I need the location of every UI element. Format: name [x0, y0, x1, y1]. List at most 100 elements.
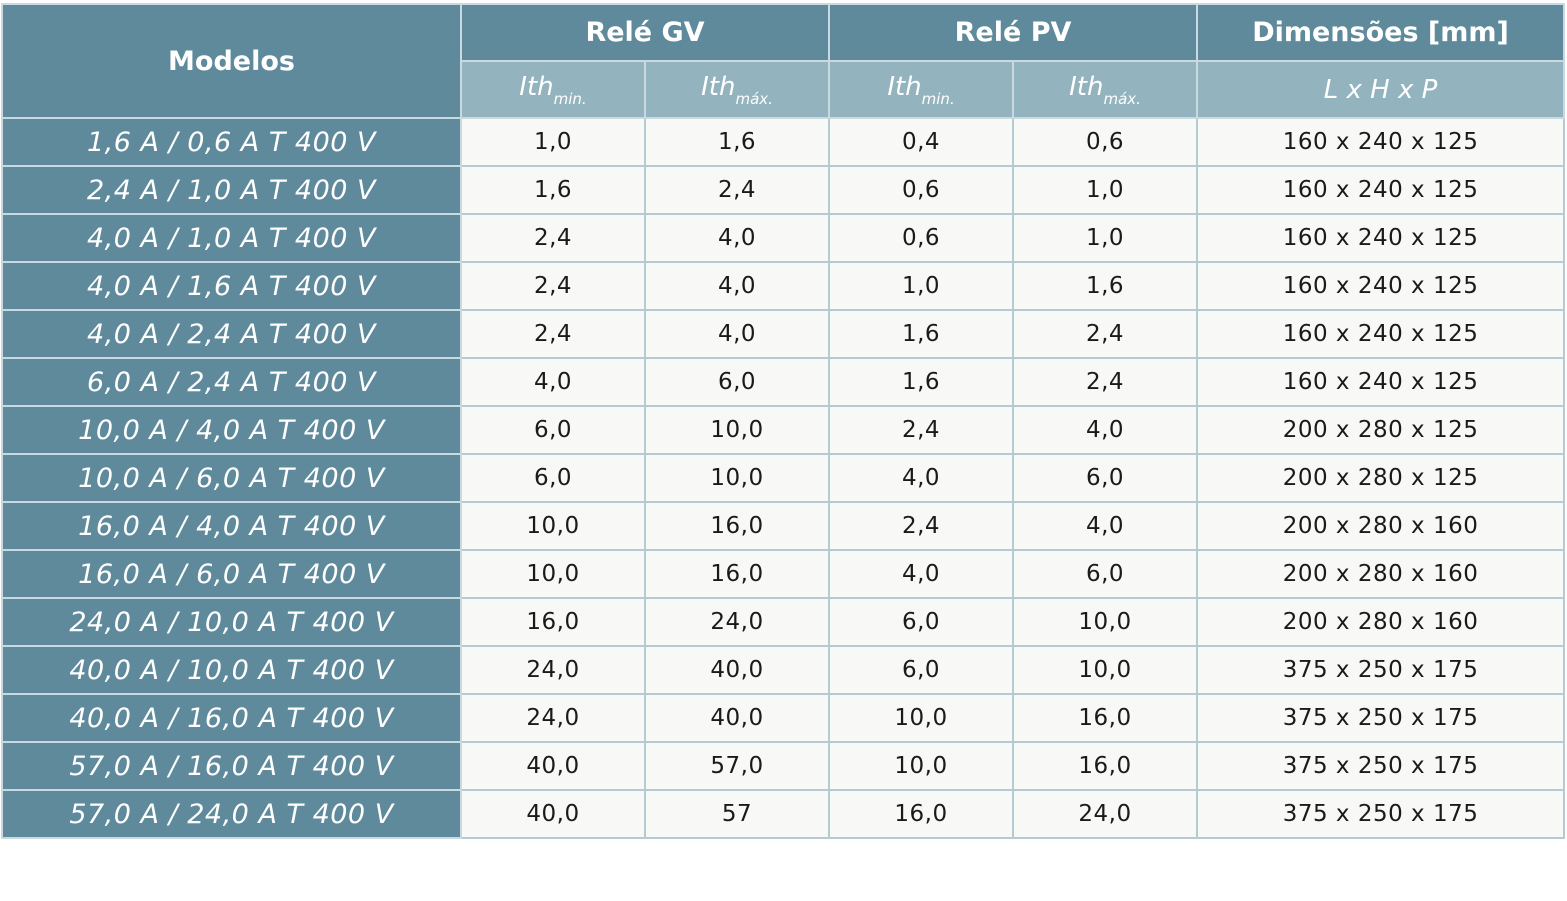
- ith-label: Ith: [1069, 71, 1104, 102]
- ith-label: Ith: [701, 71, 736, 102]
- gv-max-cell: 4,0: [643, 213, 831, 263]
- pv-max-cell: 16,0: [1012, 741, 1199, 791]
- gv-ith-max-header: Ithmáx.: [643, 60, 831, 119]
- gv-min-cell: 4,0: [460, 357, 646, 407]
- gv-max-cell: 40,0: [643, 645, 831, 695]
- gv-min-cell: 6,0: [460, 405, 646, 455]
- table-row: 57,0 A / 24,0 A T 400 V 40,0 57 16,0 24,…: [1, 789, 1566, 839]
- pv-min-cell: 1,6: [828, 357, 1015, 407]
- pv-min-cell: 2,4: [828, 405, 1015, 455]
- pv-ith-max-header: Ithmáx.: [1012, 60, 1199, 119]
- min-subscript: min.: [921, 89, 955, 108]
- rele-pv-header: Relé PV: [828, 3, 1199, 62]
- pv-min-cell: 10,0: [828, 693, 1015, 743]
- gv-min-cell: 40,0: [460, 741, 646, 791]
- table-row: 24,0 A / 10,0 A T 400 V 16,0 24,0 6,0 10…: [1, 597, 1566, 647]
- pv-max-cell: 16,0: [1012, 693, 1199, 743]
- pv-max-cell: 1,6: [1012, 261, 1199, 311]
- header-row-sub: Ithmin. Ithmáx. Ithmin. Ithmáx. L x H x …: [2, 60, 1566, 119]
- table-row: 40,0 A / 10,0 A T 400 V 24,0 40,0 6,0 10…: [1, 645, 1566, 695]
- model-cell: 24,0 A / 10,0 A T 400 V: [1, 597, 462, 647]
- pv-min-cell: 6,0: [828, 597, 1015, 647]
- dims-cell: 160 x 240 x 125: [1196, 309, 1566, 359]
- gv-min-cell: 1,0: [460, 117, 646, 167]
- dimensions-header: Dimensões [mm]: [1196, 3, 1566, 62]
- gv-max-cell: 16,0: [643, 549, 831, 599]
- dims-cell: 375 x 250 x 175: [1196, 693, 1566, 743]
- dims-cell: 375 x 250 x 175: [1196, 741, 1566, 791]
- dims-cell: 160 x 240 x 125: [1196, 213, 1566, 263]
- specs-table: Modelos Relé GV Relé PV Dimensões [mm] I…: [1, 3, 1566, 839]
- gv-min-cell: 10,0: [460, 501, 646, 551]
- model-cell: 16,0 A / 4,0 A T 400 V: [1, 501, 462, 551]
- model-cell: 2,4 A / 1,0 A T 400 V: [1, 165, 462, 215]
- gv-max-cell: 57: [643, 789, 831, 839]
- table-header: Modelos Relé GV Relé PV Dimensões [mm] I…: [1, 3, 1566, 119]
- ith-label: Ith: [519, 71, 554, 102]
- gv-min-cell: 1,6: [460, 165, 646, 215]
- gv-min-cell: 2,4: [460, 309, 646, 359]
- gv-min-cell: 6,0: [460, 453, 646, 503]
- min-subscript: min.: [553, 89, 587, 108]
- pv-min-cell: 1,6: [828, 309, 1015, 359]
- header-row-top: Modelos Relé GV Relé PV Dimensões [mm]: [1, 3, 1566, 119]
- gv-min-cell: 2,4: [460, 261, 646, 311]
- pv-max-cell: 0,6: [1012, 117, 1199, 167]
- table-row: 4,0 A / 1,0 A T 400 V 2,4 4,0 0,6 1,0 16…: [1, 213, 1566, 263]
- model-cell: 57,0 A / 24,0 A T 400 V: [1, 789, 462, 839]
- model-cell: 10,0 A / 6,0 A T 400 V: [1, 453, 462, 503]
- gv-min-cell: 10,0: [460, 549, 646, 599]
- gv-min-cell: 2,4: [460, 213, 646, 263]
- table-row: 10,0 A / 4,0 A T 400 V 6,0 10,0 2,4 4,0 …: [1, 405, 1566, 455]
- gv-ith-min-header: Ithmin.: [460, 60, 646, 119]
- pv-max-cell: 6,0: [1012, 549, 1199, 599]
- dims-cell: 160 x 240 x 125: [1196, 165, 1566, 215]
- dims-cell: 160 x 240 x 125: [1196, 261, 1566, 311]
- pv-min-cell: 6,0: [828, 645, 1015, 695]
- gv-max-cell: 4,0: [643, 309, 831, 359]
- dims-cell: 375 x 250 x 175: [1196, 789, 1566, 839]
- max-subscript: máx.: [735, 89, 773, 108]
- pv-max-cell: 10,0: [1012, 597, 1199, 647]
- table-row: 40,0 A / 16,0 A T 400 V 24,0 40,0 10,0 1…: [1, 693, 1566, 743]
- pv-max-cell: 4,0: [1012, 501, 1199, 551]
- pv-max-cell: 2,4: [1012, 357, 1199, 407]
- gv-max-cell: 2,4: [643, 165, 831, 215]
- gv-max-cell: 40,0: [643, 693, 831, 743]
- gv-min-cell: 16,0: [460, 597, 646, 647]
- model-cell: 16,0 A / 6,0 A T 400 V: [1, 549, 462, 599]
- pv-min-cell: 1,0: [828, 261, 1015, 311]
- pv-min-cell: 0,6: [828, 213, 1015, 263]
- gv-max-cell: 24,0: [643, 597, 831, 647]
- gv-min-cell: 24,0: [460, 645, 646, 695]
- table-row: 2,4 A / 1,0 A T 400 V 1,6 2,4 0,6 1,0 16…: [1, 165, 1566, 215]
- table-row: 57,0 A / 16,0 A T 400 V 40,0 57,0 10,0 1…: [1, 741, 1566, 791]
- model-cell: 40,0 A / 10,0 A T 400 V: [1, 645, 462, 695]
- max-subscript: máx.: [1103, 89, 1141, 108]
- model-cell: 10,0 A / 4,0 A T 400 V: [1, 405, 462, 455]
- gv-max-cell: 16,0: [643, 501, 831, 551]
- dims-cell: 200 x 280 x 160: [1196, 501, 1566, 551]
- pv-max-cell: 4,0: [1012, 405, 1199, 455]
- dims-cell: 200 x 280 x 125: [1196, 453, 1566, 503]
- model-cell: 1,6 A / 0,6 A T 400 V: [1, 117, 462, 167]
- table-row: 4,0 A / 1,6 A T 400 V 2,4 4,0 1,0 1,6 16…: [1, 261, 1566, 311]
- gv-max-cell: 4,0: [643, 261, 831, 311]
- pv-min-cell: 4,0: [828, 453, 1015, 503]
- pv-max-cell: 1,0: [1012, 165, 1199, 215]
- pv-max-cell: 2,4: [1012, 309, 1199, 359]
- dims-cell: 160 x 240 x 125: [1196, 357, 1566, 407]
- model-cell: 4,0 A / 1,6 A T 400 V: [1, 261, 462, 311]
- pv-max-cell: 6,0: [1012, 453, 1199, 503]
- pv-max-cell: 24,0: [1012, 789, 1199, 839]
- pv-min-cell: 16,0: [828, 789, 1015, 839]
- dims-cell: 200 x 280 x 125: [1196, 405, 1566, 455]
- dims-cell: 375 x 250 x 175: [1196, 645, 1566, 695]
- pv-max-cell: 10,0: [1012, 645, 1199, 695]
- pv-ith-min-header: Ithmin.: [828, 60, 1015, 119]
- pv-min-cell: 2,4: [828, 501, 1015, 551]
- table-row: 6,0 A / 2,4 A T 400 V 4,0 6,0 1,6 2,4 16…: [1, 357, 1566, 407]
- gv-max-cell: 57,0: [643, 741, 831, 791]
- pv-min-cell: 4,0: [828, 549, 1015, 599]
- pv-min-cell: 0,6: [828, 165, 1015, 215]
